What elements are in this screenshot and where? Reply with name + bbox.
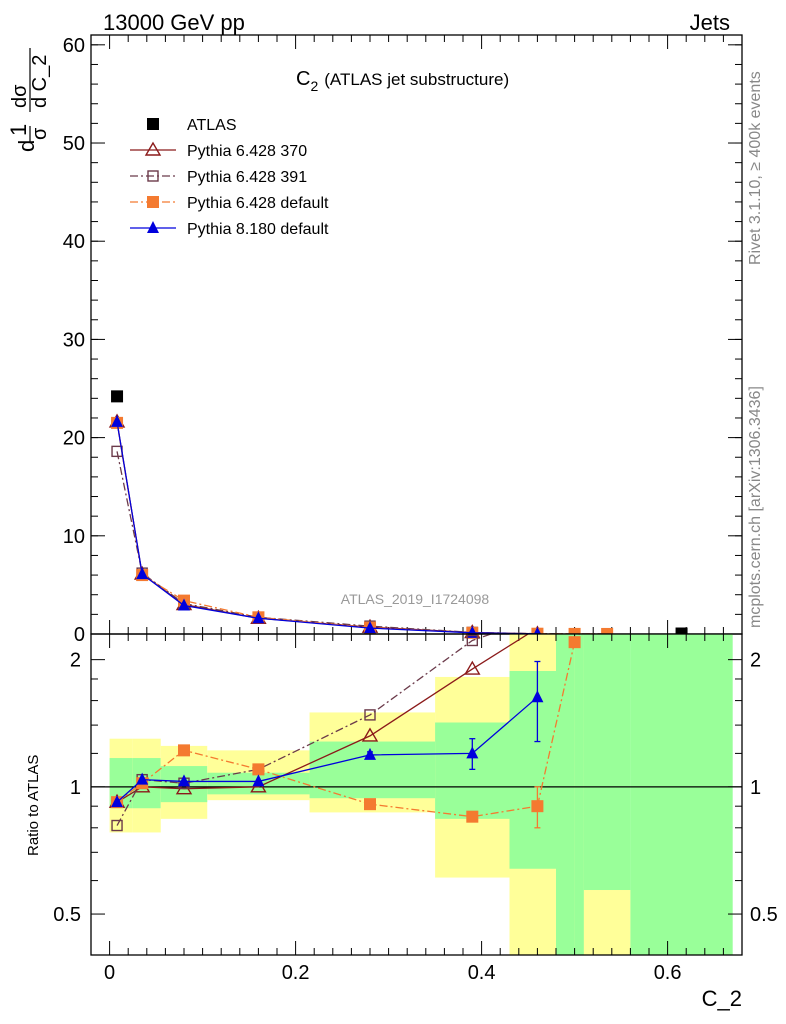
y-tick-label: 20 — [63, 428, 85, 450]
y-tick-label: 10 — [63, 526, 85, 548]
ylabel-one: 1 — [6, 124, 31, 136]
ratio-point — [364, 709, 376, 721]
band-yellow — [583, 890, 631, 955]
ratio-point — [178, 744, 190, 757]
legend-marker — [147, 221, 159, 233]
legend-marker — [147, 170, 159, 182]
ratio-point — [361, 727, 379, 742]
y-tick-label: 40 — [63, 231, 85, 253]
upper-panel: 0 10 20 30 40 50 60 ATLAS Pythia 6.428 370 Pythia… — [63, 34, 743, 646]
ratio-ylabel: Ratio to ATLAS — [25, 755, 42, 856]
x-tick-label: 0.2 — [282, 962, 310, 984]
band-green — [309, 741, 436, 799]
ratio-point — [531, 690, 544, 703]
data-point — [252, 611, 265, 624]
y-axis-label: d 1 σ dσ d C_2 — [6, 48, 51, 152]
chart-title-rest: (ATLAS jet substructure) — [324, 70, 509, 89]
ratio-point — [136, 772, 149, 785]
ratio-point — [364, 798, 376, 811]
ratio-series-2 — [111, 633, 581, 829]
legend-label: Pythia 6.428 default — [187, 195, 329, 212]
y-tick-label: 50 — [63, 133, 85, 155]
ratio-point — [111, 819, 123, 832]
ratio-point — [364, 747, 376, 760]
mcplots-label: mcplots.cern.ch [arXiv:1306.3436] — [747, 386, 764, 628]
series-4 — [111, 414, 544, 639]
header-right: Jets — [690, 10, 730, 35]
ratio-y-tick-label: 2 — [70, 650, 81, 672]
ratio-panel: 0.5 0.5 1 1 2 2 0 0.2 0.4 0.6 — [53, 633, 778, 984]
band-green — [583, 634, 631, 891]
ratio-point — [466, 746, 479, 759]
ratio-y-tick-label: 0.5 — [53, 904, 81, 926]
ratio-y-tick-label-right: 0.5 — [750, 904, 778, 926]
rivet-label: Rivet 3.1.10, ≥ 400k events — [747, 71, 764, 265]
x-tick-label: 0.6 — [654, 962, 682, 984]
ratio-point — [252, 763, 265, 776]
ylabel-dC: d C_2 — [29, 55, 51, 108]
data-point — [111, 414, 124, 427]
ratio-point — [531, 800, 544, 813]
analysis-watermark: ATLAS_2019_I1724098 — [341, 591, 490, 607]
lower-frame — [90, 633, 743, 956]
y-tick-label: 30 — [63, 329, 85, 351]
legend-label: Pythia 8.180 default — [187, 221, 329, 238]
data-point — [136, 567, 149, 580]
x-tick-label: 0.4 — [468, 962, 496, 984]
data-point — [178, 598, 190, 611]
ratio-point — [466, 810, 479, 823]
ylabel-d: d — [14, 140, 39, 152]
legend: ATLAS Pythia 6.428 370 Pythia 6.428 391 Pyt… — [130, 117, 329, 238]
chart-title-main: C — [296, 68, 310, 90]
ylabel-dsigma: dσ — [9, 84, 31, 108]
ratio-point — [111, 795, 124, 808]
band-green — [574, 634, 584, 955]
band-green — [435, 722, 510, 819]
chart-title-sub: 2 — [310, 78, 318, 94]
data-point — [364, 621, 376, 634]
y-tick-label: 60 — [63, 35, 85, 57]
band-green — [630, 634, 733, 955]
band-green — [556, 634, 575, 955]
ratio-series-3 — [111, 660, 544, 808]
x-axis-label: C_2 — [702, 986, 742, 1011]
header-left: 13000 GeV pp — [103, 10, 245, 35]
ylabel-sigma: σ — [29, 127, 51, 140]
legend-marker — [147, 118, 159, 130]
ratio-point — [466, 634, 478, 647]
x-tick-label: 0 — [104, 962, 115, 984]
legend-label: ATLAS — [187, 117, 237, 134]
ratio-point — [568, 636, 581, 649]
ratio-point — [178, 774, 190, 787]
y-tick-label: 0 — [74, 624, 85, 646]
legend-label: Pythia 6.428 391 — [187, 169, 307, 186]
legend-label: Pythia 6.428 370 — [187, 143, 307, 160]
chart-title: C2 (ATLAS jet substructure) — [296, 68, 509, 94]
legend-marker — [147, 196, 159, 208]
legend-marker — [144, 141, 162, 156]
ratio-point — [252, 774, 265, 787]
ratio-y-tick-label-right: 2 — [750, 650, 761, 672]
ratio-point — [464, 660, 481, 675]
ratio-y-tick-label-right: 1 — [750, 777, 761, 799]
ratio-y-tick-label: 1 — [70, 777, 81, 799]
band-green — [509, 671, 556, 869]
data-point — [111, 390, 124, 403]
